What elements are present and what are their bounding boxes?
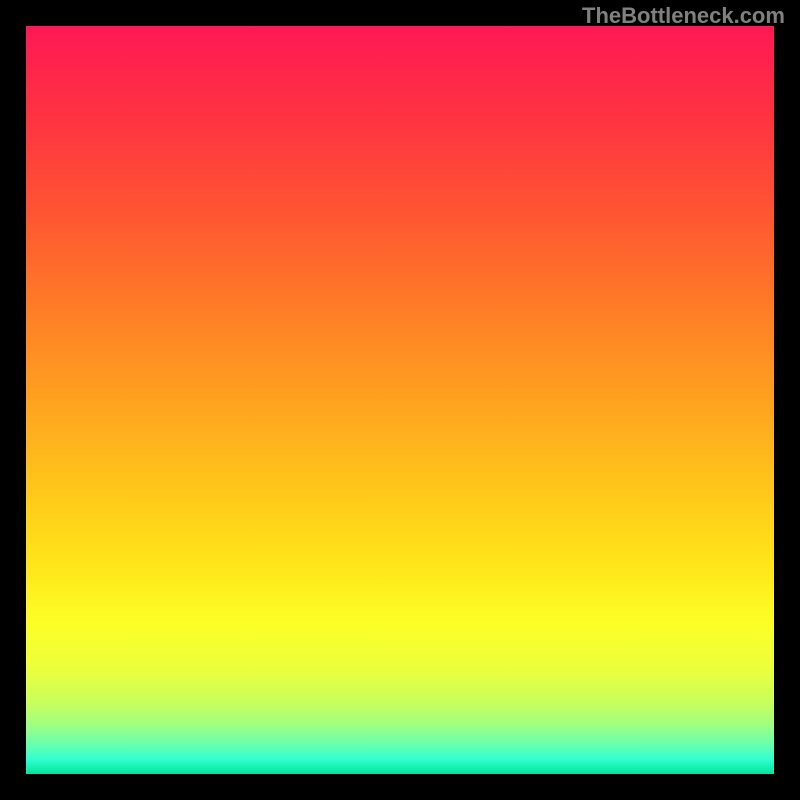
chart-gradient-background bbox=[26, 26, 774, 774]
watermark-text: TheBottleneck.com bbox=[582, 3, 785, 29]
chart-plot-area bbox=[26, 26, 774, 774]
